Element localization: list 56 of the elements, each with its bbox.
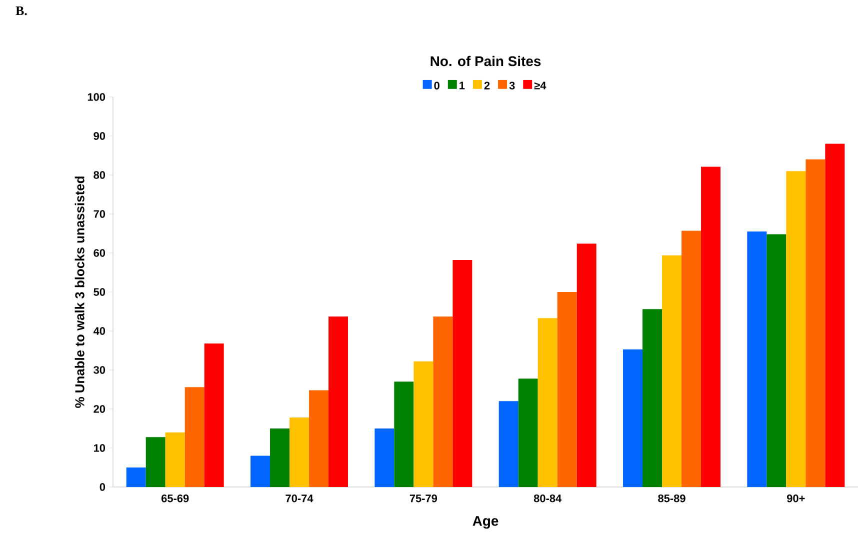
y-tick-label: 20 [94, 405, 106, 413]
bar [270, 428, 290, 487]
x-tick-label: 85-89 [658, 494, 686, 502]
bar [126, 467, 146, 487]
bar [290, 418, 310, 487]
y-tick-label: 40 [93, 327, 106, 335]
legend-label: 1 [460, 82, 465, 90]
y-tick-label: 50 [94, 288, 106, 296]
y-tick-label: 0 [100, 483, 106, 491]
bar [394, 382, 414, 487]
y-tick-label: 90 [94, 132, 106, 140]
y-tick-label: 70 [94, 210, 106, 218]
bar [414, 361, 434, 487]
bar [806, 159, 826, 487]
bar [766, 234, 786, 487]
bar [662, 255, 682, 487]
x-tick-label: 75-79 [410, 494, 438, 502]
bar [747, 232, 767, 487]
bar [623, 349, 643, 487]
x-tick-label: 65-69 [161, 494, 189, 502]
legend-title: No. of Pain Sites [430, 56, 541, 66]
bar [374, 428, 394, 487]
bar [309, 390, 329, 487]
x-tick-label: 70-74 [286, 494, 314, 502]
bar [786, 171, 806, 487]
legend-label: 0 [434, 82, 440, 90]
bar [518, 378, 538, 487]
legend-label: ≥4 [534, 82, 546, 90]
bar [825, 144, 845, 487]
bar [682, 230, 702, 487]
bar [184, 387, 204, 487]
bar [452, 260, 472, 487]
x-tick-label: 90+ [787, 494, 805, 502]
legend-label: 3 [509, 82, 515, 90]
bar [165, 432, 185, 487]
text: B. [16, 6, 27, 16]
y-tick-label: 30 [94, 366, 106, 374]
bar [557, 292, 577, 487]
y-tick-label: 100 [88, 93, 106, 101]
y-tick-label: 10 [94, 444, 106, 452]
bar [576, 244, 596, 487]
y-axis-title: % Unable to walk 3 blocks unassisted [74, 176, 84, 408]
y-tick-label: 60 [94, 249, 106, 257]
y-tick-label: 80 [94, 171, 106, 179]
bar [146, 437, 166, 487]
x-tick-label: 80-84 [534, 494, 562, 502]
x-axis-title: Age [472, 516, 498, 529]
bar [433, 316, 453, 487]
bar [701, 166, 721, 487]
bar [250, 456, 270, 487]
bar [498, 401, 518, 487]
bar [642, 309, 662, 487]
legend-label: 2 [484, 82, 490, 90]
bar [538, 318, 558, 487]
bar [204, 343, 224, 487]
bar [328, 316, 348, 487]
